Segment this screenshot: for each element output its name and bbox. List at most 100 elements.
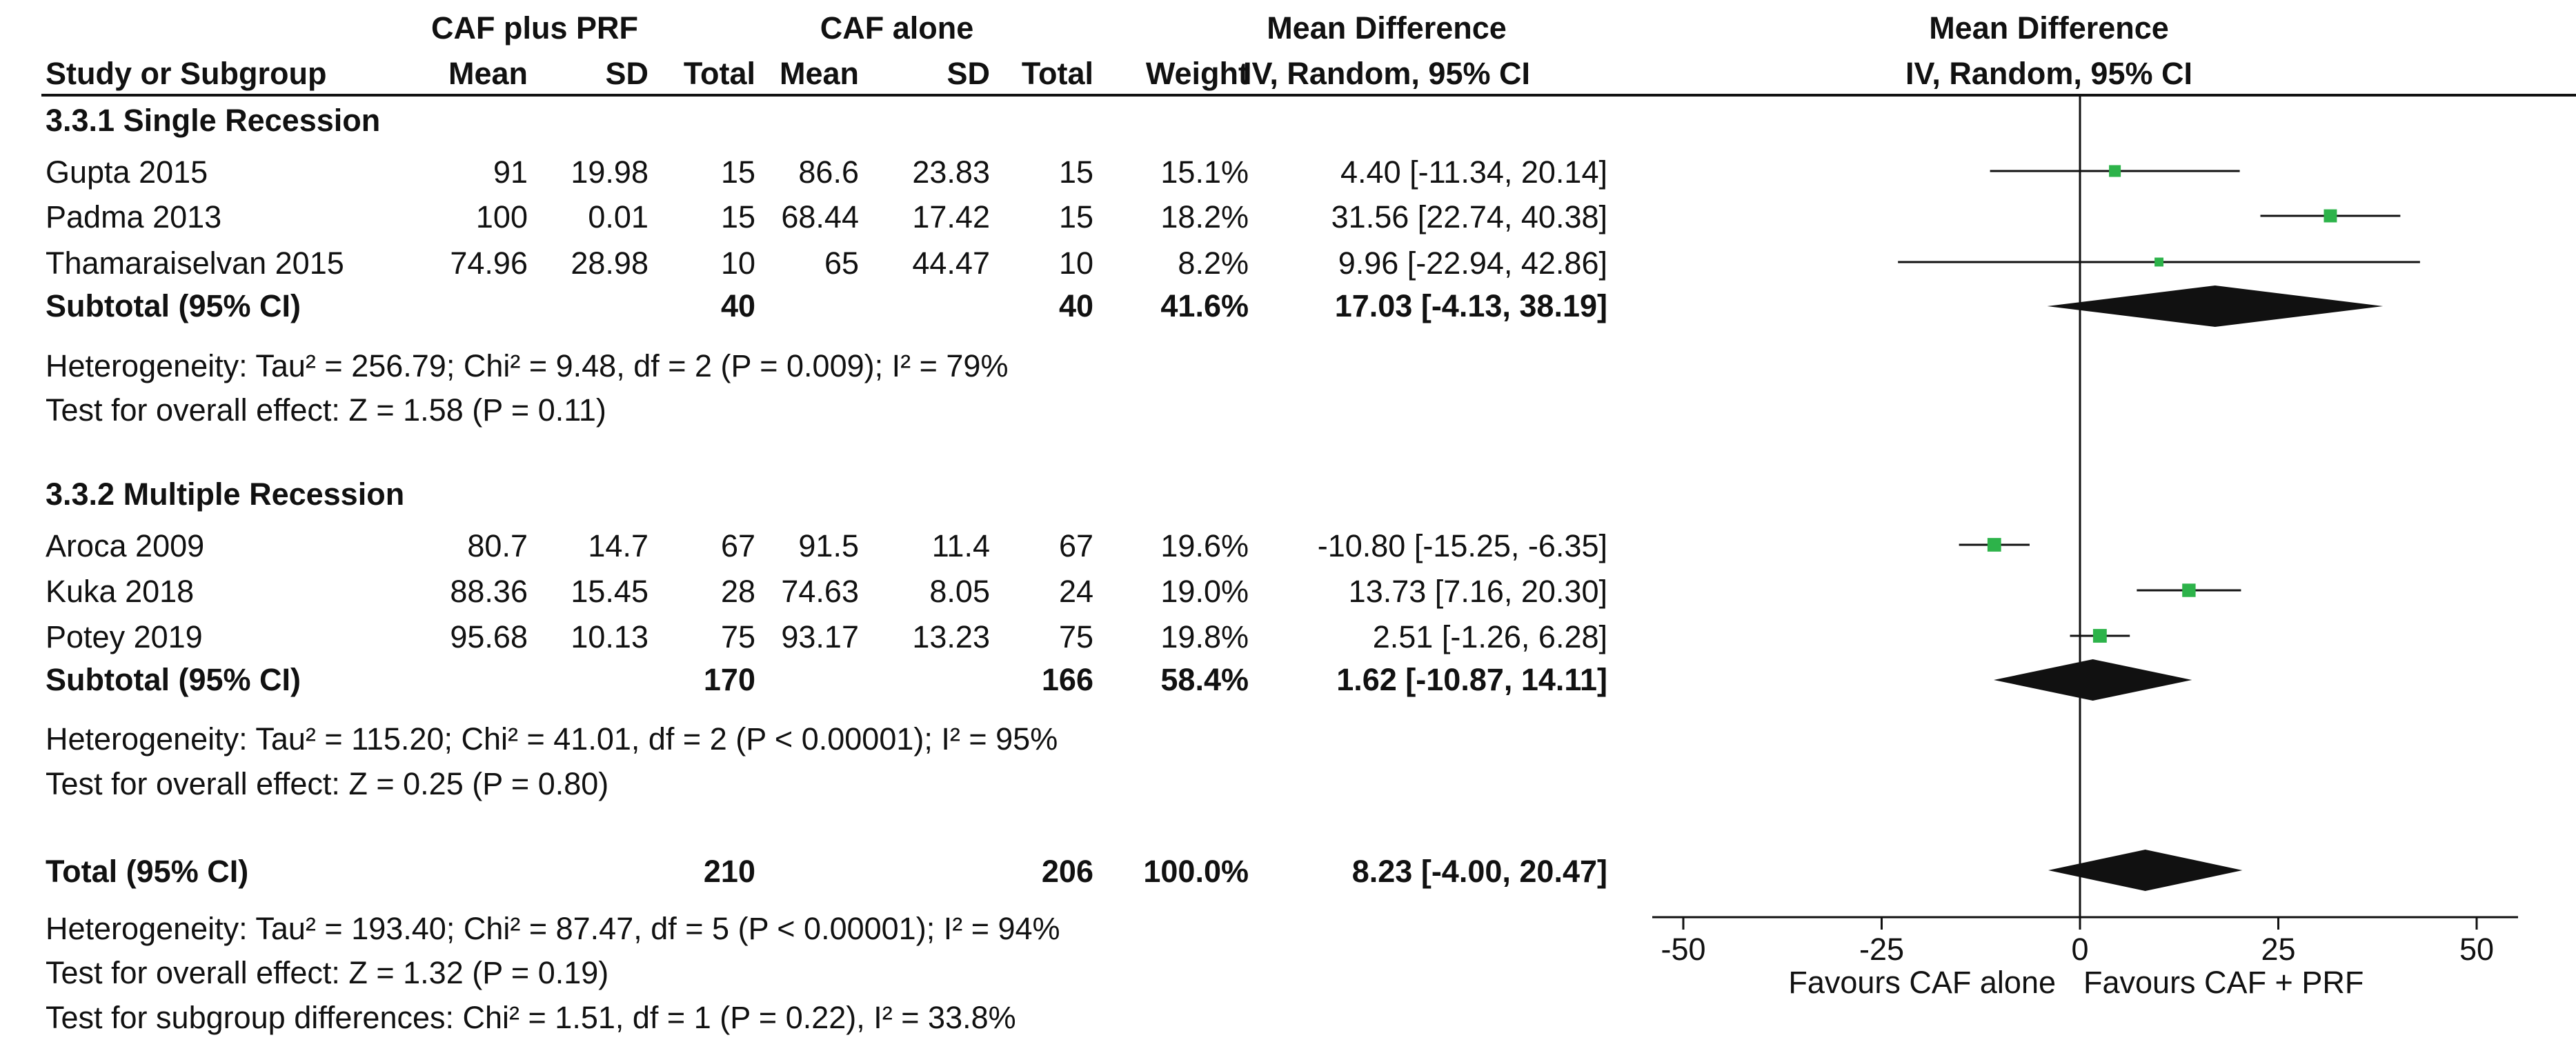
sd-ctrl: 11.4	[931, 528, 990, 563]
weight: 15.1%	[1160, 154, 1249, 190]
total-exp: 75	[720, 619, 755, 654]
total-heterogeneity-text: Heterogeneity: Tau² = 193.40; Chi² = 87.…	[46, 911, 1060, 946]
study-marker	[2154, 257, 2163, 267]
overall-effect-text: Test for overall effect: Z = 1.58 (P = 0…	[46, 392, 606, 428]
sd-ctrl: 44.47	[912, 246, 990, 281]
ci-text: -10.80 [-15.25, -6.35]	[1317, 528, 1607, 563]
study-name: Thamaraiselvan 2015	[46, 246, 344, 281]
favours-left-label: Favours CAF alone	[1788, 965, 2056, 1000]
ci-text: 31.56 [22.74, 40.38]	[1331, 199, 1607, 234]
total-exp: 15	[720, 154, 755, 190]
weight: 8.2%	[1178, 246, 1249, 281]
mean-ctrl: 74.63	[781, 574, 859, 609]
study-name: Aroca 2009	[46, 528, 205, 563]
sd-ctrl: 8.05	[929, 574, 990, 609]
total-exp: 10	[720, 246, 755, 281]
ci-text: 4.40 [-11.34, 20.14]	[1340, 154, 1607, 190]
x-tick-label: 25	[2261, 932, 2295, 967]
mean-exp: 80.7	[467, 528, 528, 563]
subtotal-total-ctrl: 166	[1041, 662, 1093, 697]
weight: 19.6%	[1160, 528, 1249, 563]
mean-exp: 88.36	[450, 574, 528, 609]
column-study: Study or Subgroup	[46, 56, 327, 91]
total-overall-effect-text: Test for overall effect: Z = 1.32 (P = 0…	[46, 955, 609, 990]
weight: 19.8%	[1160, 619, 1249, 654]
subtotal-total-exp: 40	[720, 288, 755, 323]
subgroup-differences-text: Test for subgroup differences: Chi² = 1.…	[46, 1000, 1016, 1035]
group-header-caf-alone: CAF alone	[820, 10, 974, 46]
study-marker	[2092, 629, 2107, 643]
subtotal-label: Subtotal (95% CI)	[46, 288, 301, 323]
plot-header-method: IV, Random, 95% CI	[1905, 56, 2192, 91]
column-sd-ctrl: SD	[947, 56, 990, 91]
subtotal-weight: 58.4%	[1160, 662, 1249, 697]
mean-ctrl: 65	[824, 246, 859, 281]
mean-exp: 74.96	[450, 246, 528, 281]
subgroup-title: 3.3.2 Multiple Recession	[46, 477, 405, 512]
total-exp: 28	[720, 574, 755, 609]
column-mean-exp: Mean	[448, 56, 528, 91]
ci-text: 9.96 [-22.94, 42.86]	[1338, 246, 1607, 281]
total-exp: 15	[720, 199, 755, 234]
header-rule	[41, 94, 2576, 97]
total-ctrl: 67	[1058, 528, 1093, 563]
subtotal-weight: 41.6%	[1160, 288, 1249, 323]
sd-ctrl: 23.83	[912, 154, 990, 190]
plot-header-title: Mean Difference	[1929, 10, 2169, 46]
ci-text: 13.73 [7.16, 20.30]	[1348, 574, 1607, 609]
pooled-diamond	[1993, 659, 2192, 701]
x-tick-label: -25	[1859, 932, 1904, 967]
subgroup-title: 3.3.1 Single Recession	[46, 103, 381, 138]
mean-exp: 91	[493, 154, 528, 190]
study-name: Kuka 2018	[46, 574, 195, 609]
sd-exp: 10.13	[571, 619, 648, 654]
effect-header-title: Mean Difference	[1267, 10, 1507, 46]
study-marker	[2109, 165, 2121, 177]
column-ci: IV, Random, 95% CI	[1243, 56, 1530, 91]
mean-ctrl: 68.44	[781, 199, 859, 234]
total-weight: 100.0%	[1143, 854, 1249, 889]
total-total-exp: 210	[703, 854, 755, 889]
total-ci-text: 8.23 [-4.00, 20.47]	[1351, 854, 1607, 889]
x-tick-label: 0	[2071, 932, 2088, 967]
column-total-exp: Total	[683, 56, 755, 91]
subtotal-label: Subtotal (95% CI)	[46, 662, 301, 697]
pooled-diamond	[2048, 850, 2243, 891]
column-mean-ctrl: Mean	[779, 56, 859, 91]
total-ctrl: 15	[1058, 154, 1093, 190]
total-total-ctrl: 206	[1041, 854, 1093, 889]
total-ctrl: 10	[1058, 246, 1093, 281]
ci-text: 2.51 [-1.26, 6.28]	[1372, 619, 1607, 654]
subtotal-ci-text: 1.62 [-10.87, 14.11]	[1336, 662, 1607, 697]
weight: 19.0%	[1160, 574, 1249, 609]
subtotal-ci-text: 17.03 [-4.13, 38.19]	[1334, 288, 1607, 323]
study-marker	[2324, 209, 2337, 223]
sd-exp: 0.01	[588, 199, 648, 234]
mean-ctrl: 91.5	[798, 528, 859, 563]
x-tick-label: -50	[1661, 932, 1705, 967]
sd-exp: 19.98	[571, 154, 648, 190]
sd-exp: 15.45	[571, 574, 648, 609]
mean-ctrl: 86.6	[798, 154, 859, 190]
sd-exp: 28.98	[571, 246, 648, 281]
pooled-diamond	[2047, 285, 2384, 327]
study-name: Gupta 2015	[46, 154, 208, 190]
mean-exp: 100	[475, 199, 528, 234]
study-marker	[1987, 538, 2001, 552]
subtotal-total-exp: 170	[703, 662, 755, 697]
sd-exp: 14.7	[588, 528, 648, 563]
group-header-caf-plus-prf: CAF plus PRF	[431, 10, 638, 46]
total-ctrl: 75	[1058, 619, 1093, 654]
column-sd-exp: SD	[605, 56, 648, 91]
overall-effect-text: Test for overall effect: Z = 0.25 (P = 0…	[46, 766, 609, 801]
subtotal-total-ctrl: 40	[1058, 288, 1093, 323]
heterogeneity-text: Heterogeneity: Tau² = 115.20; Chi² = 41.…	[46, 721, 1058, 757]
sd-ctrl: 13.23	[912, 619, 990, 654]
total-label: Total (95% CI)	[46, 854, 249, 889]
weight: 18.2%	[1160, 199, 1249, 234]
total-ctrl: 15	[1058, 199, 1093, 234]
column-total-ctrl: Total	[1021, 56, 1093, 91]
sd-ctrl: 17.42	[912, 199, 990, 234]
favours-right-label: Favours CAF + PRF	[2083, 965, 2364, 1000]
mean-exp: 95.68	[450, 619, 528, 654]
